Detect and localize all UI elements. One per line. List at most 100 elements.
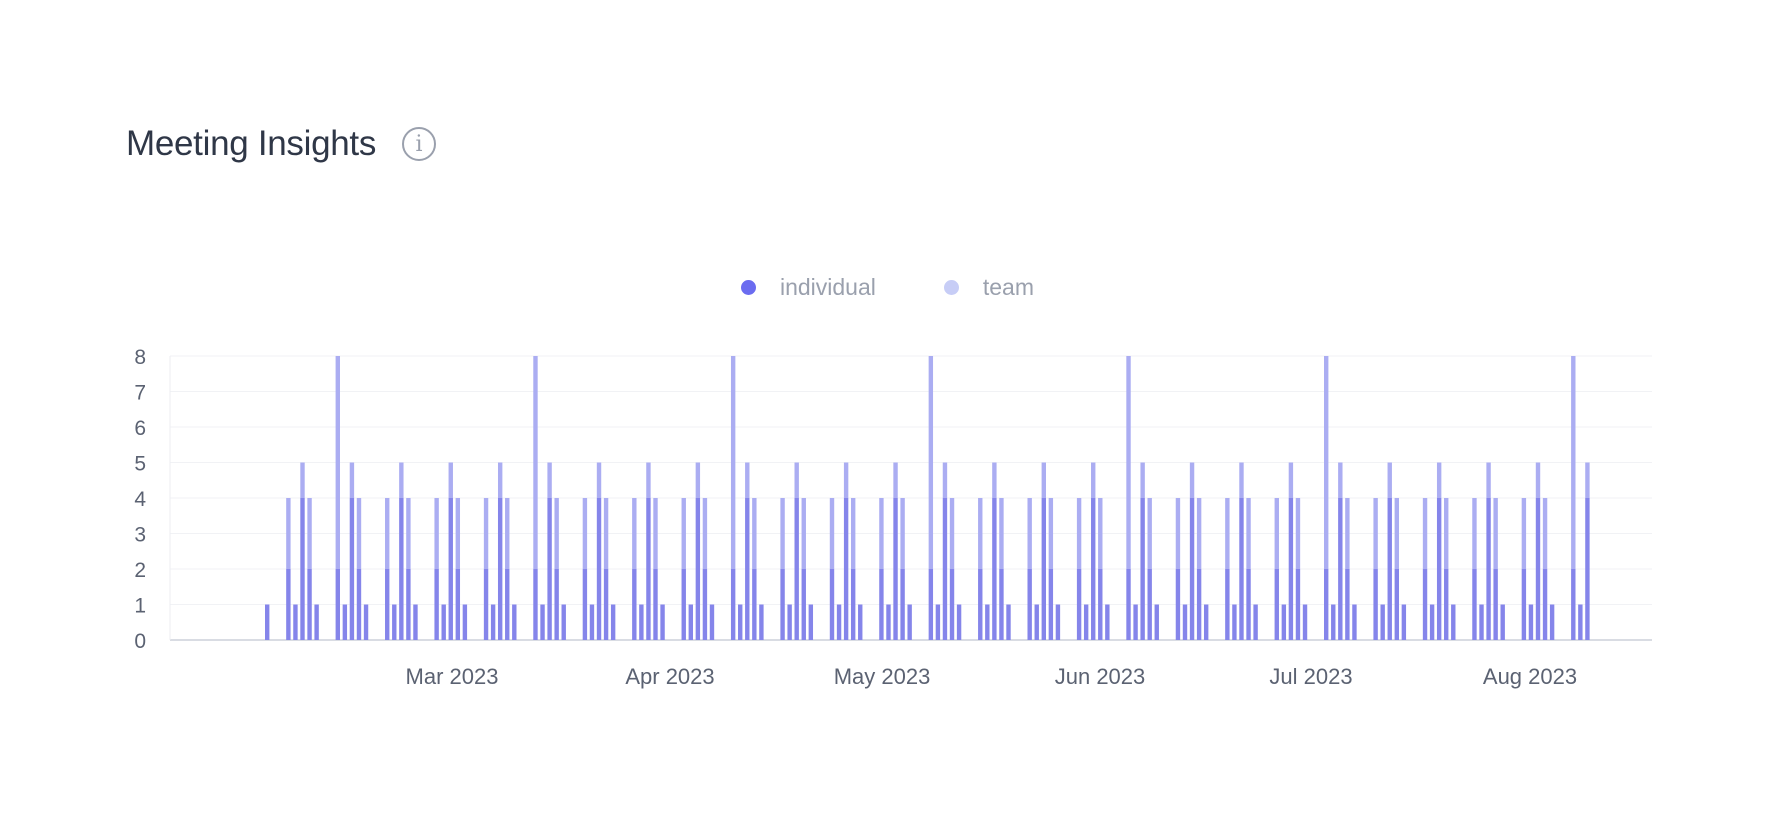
bar-individual (688, 604, 693, 640)
bar-team (780, 498, 785, 569)
y-tick-label: 3 (134, 524, 146, 547)
bar-team (1338, 462, 1343, 498)
bar-individual (363, 604, 369, 640)
bar-team (850, 498, 856, 569)
bar-team (702, 498, 708, 569)
legend-dot-individual (740, 280, 756, 295)
bar-team (582, 498, 588, 569)
bar-team (385, 498, 390, 569)
bar-individual (1027, 569, 1032, 640)
bar-team (1444, 498, 1449, 569)
bar-individual (794, 498, 799, 640)
bar-individual (1331, 604, 1336, 640)
bar-individual (349, 498, 355, 640)
bar-individual (265, 604, 270, 640)
bar-individual (709, 604, 715, 640)
bar-individual (392, 604, 397, 640)
bar-team (434, 498, 439, 569)
page-title: Meeting Insights (126, 124, 377, 163)
bar-team (893, 462, 898, 498)
bar-team (1535, 462, 1541, 498)
bar-individual (702, 569, 708, 640)
bar-team (681, 498, 686, 569)
bar-individual (801, 569, 806, 640)
bar-individual (1048, 569, 1054, 640)
bar-team (603, 498, 609, 569)
bar-individual (1444, 569, 1449, 640)
bar-team (801, 498, 806, 569)
bar-team (349, 462, 355, 498)
bar-individual (1189, 498, 1195, 640)
bar-team (879, 498, 884, 569)
bar-team (646, 462, 651, 498)
bar-team (978, 498, 983, 569)
legend-item-team[interactable]: team (943, 274, 1034, 301)
legend-dot-team (943, 280, 959, 295)
bar-individual (385, 569, 390, 640)
bar-individual (681, 569, 686, 640)
bar-individual (490, 604, 496, 640)
bar-individual (646, 498, 651, 640)
bar-team (1175, 498, 1181, 569)
bar-individual (406, 569, 411, 640)
info-icon[interactable]: i (402, 127, 437, 161)
bar-individual (1500, 604, 1505, 640)
y-tick-label: 6 (134, 417, 146, 440)
bar-individual (1345, 569, 1350, 640)
bar-team (695, 462, 701, 498)
bar-team (1571, 356, 1576, 569)
chart-legend: individual team (0, 274, 1775, 301)
bar-individual (540, 604, 545, 640)
bar-individual (787, 604, 792, 640)
bar-team (554, 498, 559, 569)
bar-individual (1451, 604, 1456, 640)
bar-individual (1041, 498, 1046, 640)
bar-individual (928, 569, 934, 640)
bar-individual (1472, 569, 1477, 640)
y-tick-label: 1 (134, 595, 146, 618)
bar-team (497, 462, 503, 498)
bar-individual (1126, 569, 1131, 640)
bar-individual (858, 604, 863, 640)
bar-individual (1175, 569, 1181, 640)
bar-individual (1232, 604, 1237, 640)
bar-individual (448, 498, 453, 640)
bar-individual (434, 569, 439, 640)
bar-individual (907, 604, 912, 640)
bar-individual (342, 604, 348, 640)
bar-individual (455, 569, 461, 640)
bar-individual (695, 498, 701, 640)
bar-individual (1585, 498, 1590, 640)
bar-team (1140, 462, 1145, 498)
bar-individual (505, 569, 510, 640)
bar-team (1048, 498, 1054, 569)
bar-team (752, 498, 757, 569)
bar-individual (307, 569, 312, 640)
bar-individual (554, 569, 559, 640)
bar-team (942, 462, 948, 498)
bar-individual (1436, 498, 1442, 640)
bar-individual (843, 498, 849, 640)
bar-team (1288, 462, 1294, 498)
x-tick-label: Aug 2023 (1483, 664, 1577, 689)
x-tick-label: Mar 2023 (406, 664, 499, 689)
x-tick-label: Jun 2023 (1055, 664, 1146, 689)
bar-team (1076, 498, 1082, 569)
bar-individual (1528, 604, 1534, 640)
bar-team (1041, 462, 1046, 498)
x-tick-label: Jul 2023 (1269, 664, 1352, 689)
bar-individual (956, 604, 962, 640)
bar-individual (886, 604, 891, 640)
bar-individual (653, 569, 658, 640)
bar-individual (752, 569, 757, 640)
bar-team (1324, 356, 1329, 569)
bar-individual (1295, 569, 1301, 640)
legend-item-individual[interactable]: individual (740, 274, 876, 301)
bar-individual (1535, 498, 1541, 640)
bar-team (448, 462, 453, 498)
bar-individual (1083, 604, 1089, 640)
bar-individual (738, 604, 743, 640)
bar-individual (1225, 569, 1230, 640)
x-tick-label: May 2023 (834, 664, 931, 689)
